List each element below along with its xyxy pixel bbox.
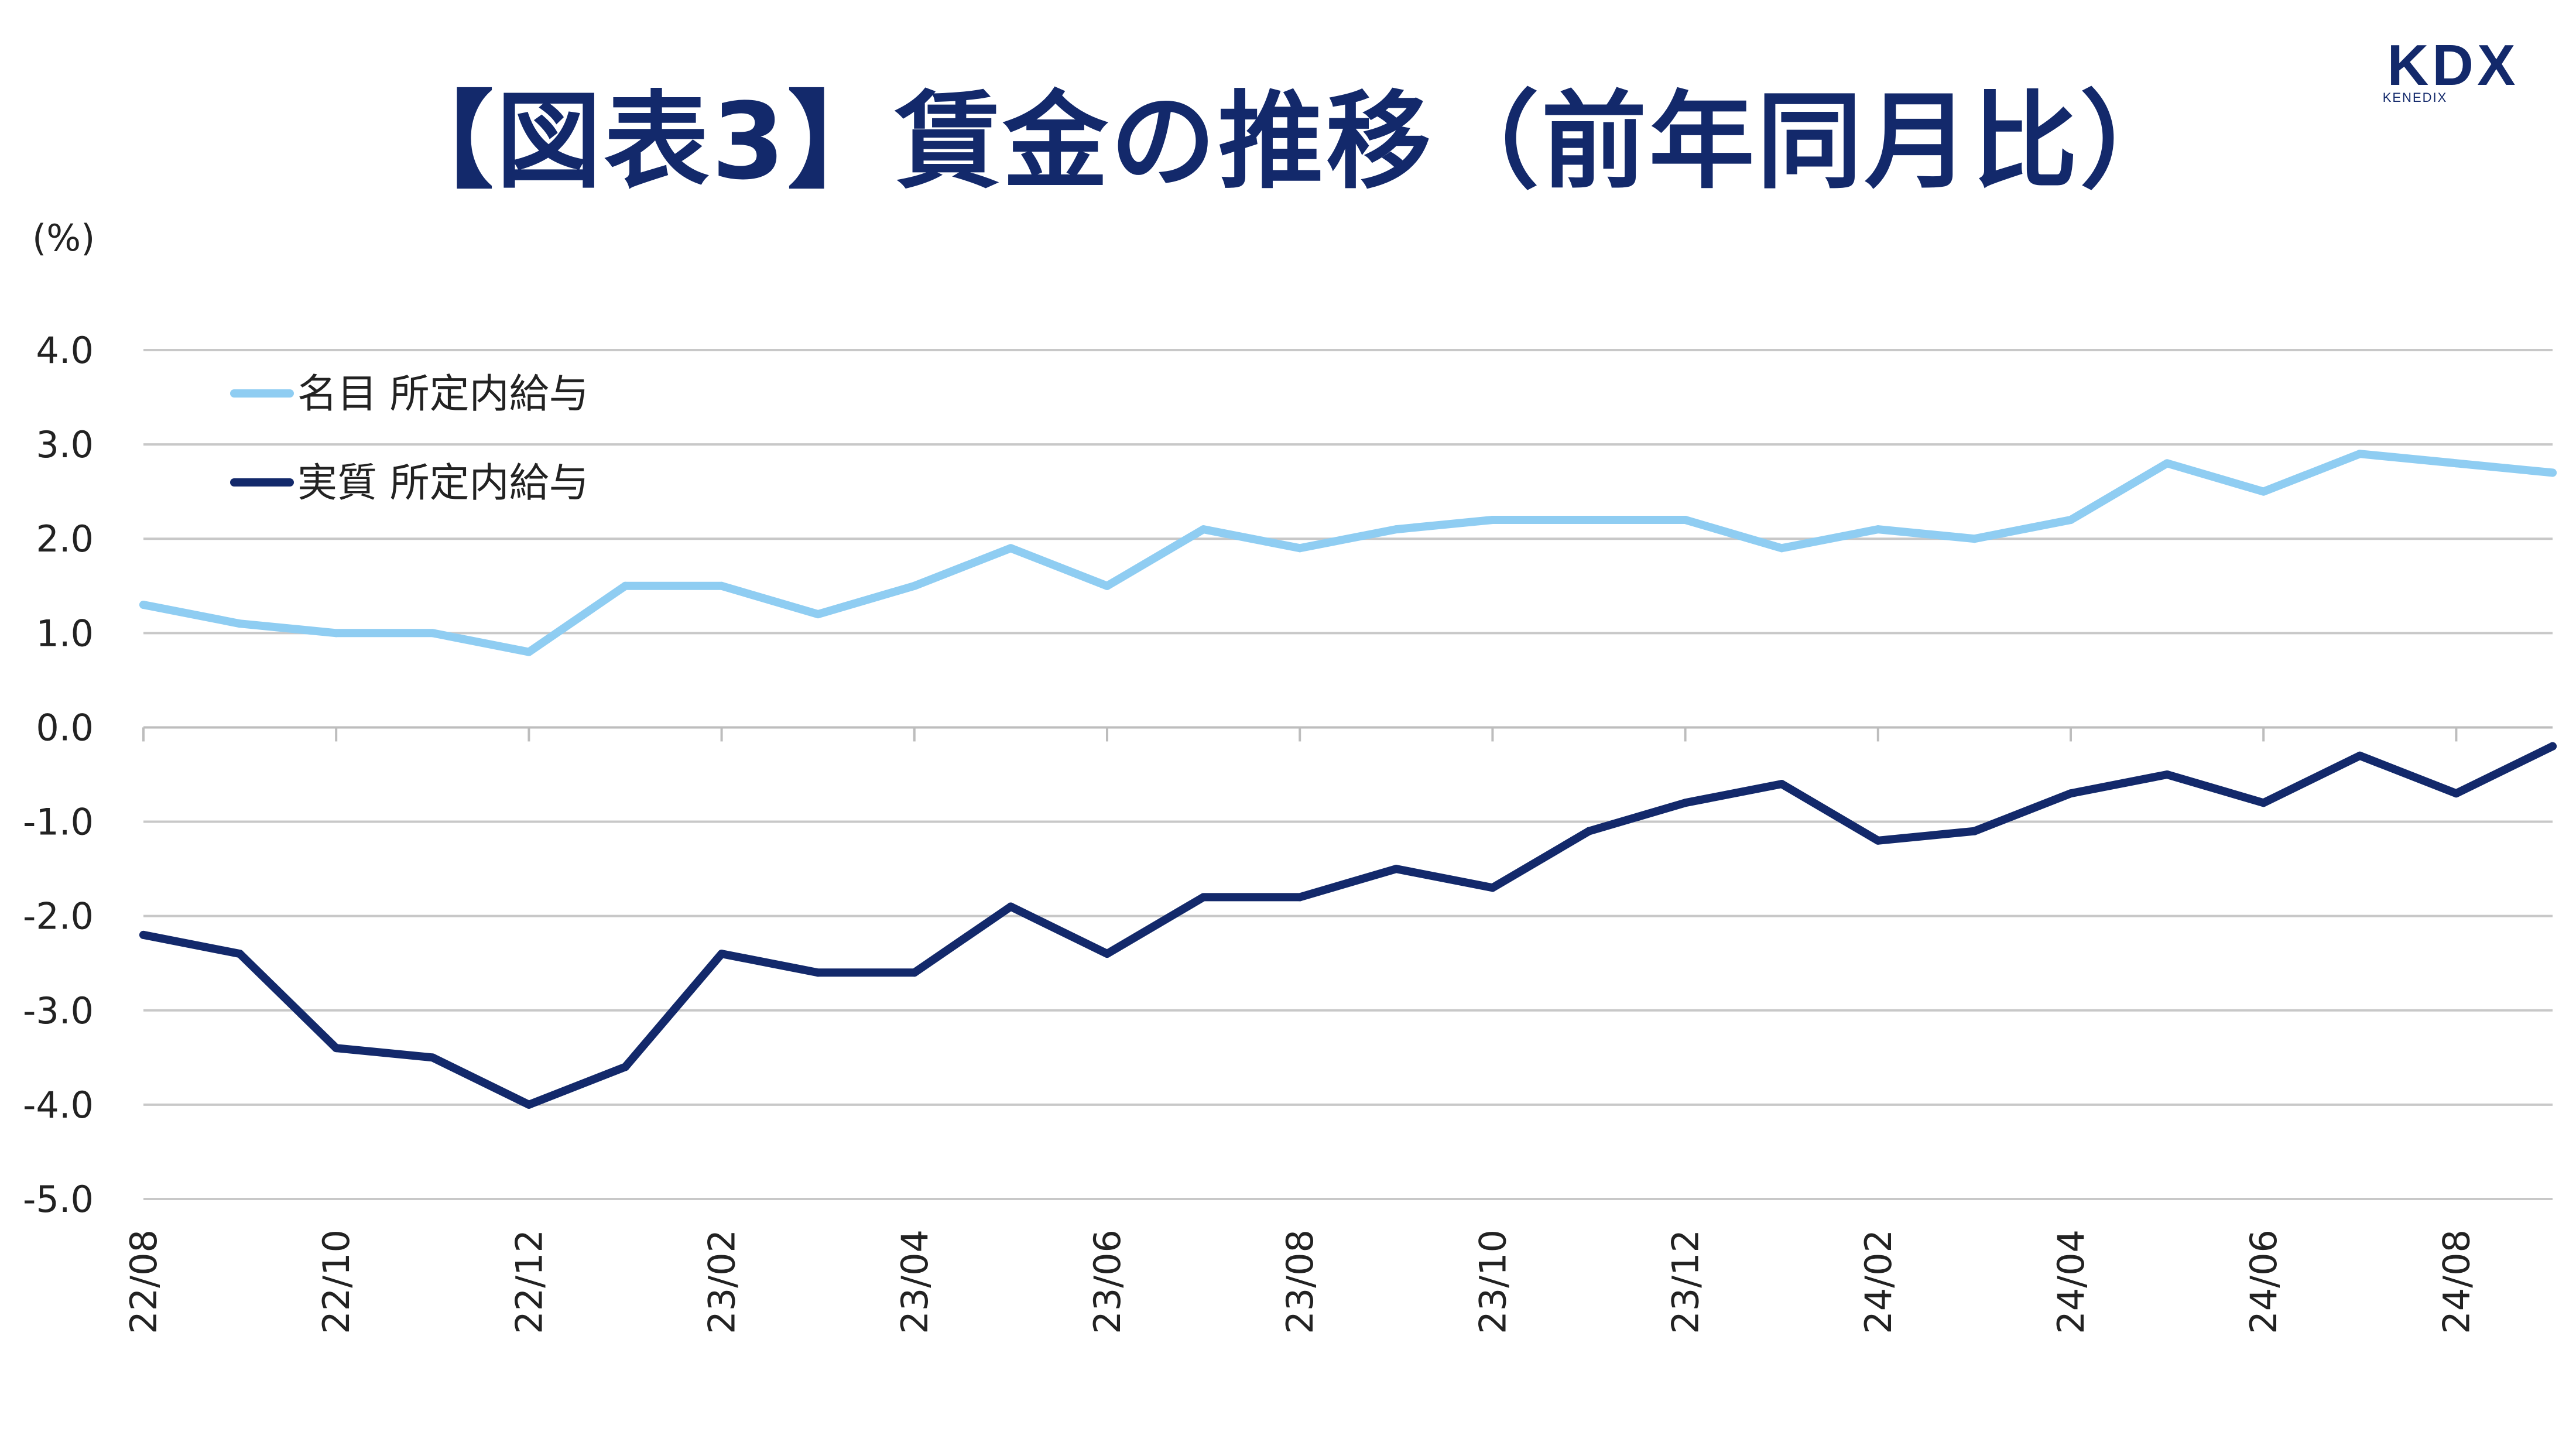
- y-tick-label: 4.0: [36, 329, 94, 372]
- y-tick-label: 2.0: [36, 518, 94, 560]
- data-point: [332, 1044, 341, 1053]
- data-point: [717, 581, 726, 590]
- y-axis-unit-label: (%): [32, 217, 95, 259]
- x-axis: [142, 726, 2553, 742]
- logo-text: KDX: [2387, 33, 2519, 97]
- data-point: [1006, 902, 1015, 911]
- x-tick-label: 24/06: [2242, 1229, 2285, 1334]
- x-tick-label: 24/02: [1857, 1229, 1900, 1334]
- data-point: [235, 950, 244, 958]
- data-point: [910, 581, 919, 590]
- data-point: [910, 968, 919, 977]
- x-tick-label: 22/12: [508, 1229, 550, 1334]
- data-point: [2452, 789, 2461, 798]
- x-tick-label: 23/08: [1279, 1229, 1321, 1334]
- data-point: [1970, 827, 1979, 835]
- data-point: [2067, 516, 2075, 524]
- data-point: [525, 648, 533, 656]
- data-point: [1873, 836, 1882, 845]
- kdx-logo: KDX KENEDIX: [2368, 33, 2538, 105]
- data-point: [1199, 525, 1208, 534]
- data-point: [235, 619, 244, 628]
- data-point: [2548, 468, 2557, 477]
- y-tick-label: -4.0: [23, 1084, 94, 1126]
- data-point: [814, 968, 823, 977]
- data-point: [428, 1053, 437, 1062]
- data-point: [2259, 799, 2268, 807]
- data-point: [1585, 827, 1593, 835]
- y-tick-label: 3.0: [36, 423, 94, 466]
- data-point: [1873, 525, 1882, 534]
- data-point: [717, 950, 726, 958]
- y-tick-label: -1.0: [23, 801, 94, 844]
- x-tick-labels: 22/08 22/10 22/12 23/02 23/04 23/06 23/08 23/10…: [122, 1229, 2478, 1334]
- data-point: [1103, 581, 1111, 590]
- data-point: [1681, 799, 1690, 807]
- data-point: [1296, 544, 1304, 553]
- data-point: [2355, 450, 2364, 458]
- y-tick-label: -2.0: [23, 895, 94, 938]
- y-tick-label: 0.0: [36, 706, 94, 749]
- data-point: [2355, 751, 2364, 760]
- x-tick-label: 22/10: [315, 1229, 358, 1334]
- data-point: [1103, 950, 1111, 958]
- y-tick-label: -3.0: [23, 989, 94, 1032]
- data-point: [621, 581, 629, 590]
- page-title: 【図表3】賃金の推移（前年同月比）: [388, 81, 2188, 203]
- logo-subtext: KENEDIX: [2382, 90, 2448, 105]
- series-line-0: [139, 450, 2557, 656]
- data-point: [1199, 893, 1208, 902]
- y-tick-labels: 4.0 3.0 2.0 1.0 0.0 -1.0 -2.0 -3.0 -4.0 -5.0: [23, 329, 94, 1221]
- data-point: [621, 1063, 629, 1071]
- data-point: [139, 930, 148, 939]
- data-point: [2452, 459, 2461, 468]
- data-point: [814, 610, 823, 619]
- data-point: [1970, 535, 1979, 543]
- data-point: [332, 629, 341, 638]
- y-tick-label: -5.0: [23, 1178, 94, 1221]
- x-tick-label: 23/12: [1664, 1229, 1707, 1334]
- data-point: [2259, 487, 2268, 496]
- data-point: [2163, 459, 2171, 468]
- data-point: [2067, 789, 2075, 798]
- x-tick-label: 23/10: [1471, 1229, 1514, 1334]
- data-point: [525, 1100, 533, 1109]
- data-point: [1585, 516, 1593, 524]
- data-point: [1392, 865, 1400, 873]
- series-line-1: [139, 742, 2557, 1109]
- x-tick-label: 23/06: [1086, 1229, 1129, 1334]
- y-tick-label: 1.0: [36, 612, 94, 655]
- data-point: [1006, 544, 1015, 553]
- data-point: [139, 601, 148, 609]
- data-point: [1488, 516, 1497, 524]
- data-point: [1777, 544, 1786, 553]
- data-point: [1392, 525, 1400, 534]
- x-tick-label: 24/04: [2050, 1229, 2092, 1334]
- x-tick-label: 23/04: [893, 1229, 936, 1334]
- x-tick-label: 22/08: [122, 1229, 165, 1334]
- series-lines: [139, 450, 2557, 1109]
- x-tick-label: 23/02: [701, 1229, 744, 1334]
- data-point: [1296, 893, 1304, 902]
- data-point: [428, 629, 437, 638]
- data-point: [1488, 883, 1497, 892]
- x-tick-label: 24/08: [2435, 1229, 2478, 1334]
- legend-label: 名目 所定内給与: [297, 371, 589, 417]
- data-point: [2548, 742, 2557, 751]
- data-point: [1681, 516, 1690, 524]
- data-point: [2163, 770, 2171, 779]
- legend-label: 実質 所定内給与: [297, 460, 589, 506]
- data-point: [1777, 780, 1786, 789]
